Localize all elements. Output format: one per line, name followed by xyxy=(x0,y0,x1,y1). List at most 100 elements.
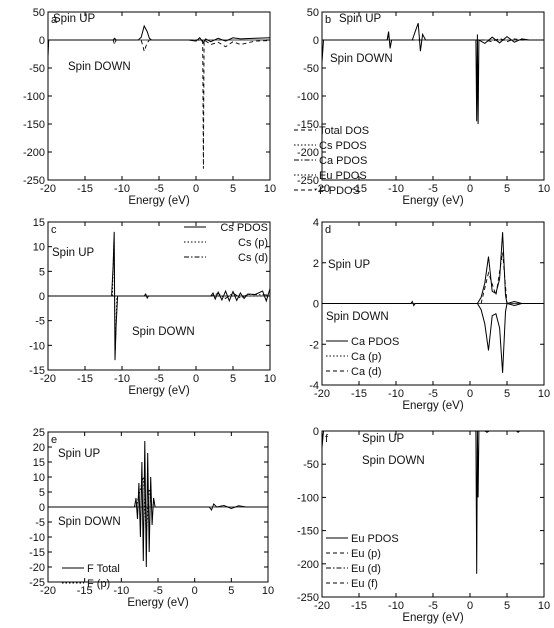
y-tick-label: -50 xyxy=(303,459,319,471)
x-tick-label: -10 xyxy=(113,585,129,597)
legend-label: Eu (f) xyxy=(351,578,378,590)
chart-panel-a: -20 -15 -10 -5 0 5 10-250-200-150-100-50050Ene… xyxy=(23,7,276,207)
x-tick-label: 0 xyxy=(193,183,199,195)
y-tick-label: 0 xyxy=(313,299,319,311)
y-tick-label: 4 xyxy=(313,217,319,229)
spin-down-label: Spin DOWN xyxy=(58,516,121,528)
y-tick-label: 0 xyxy=(313,35,319,47)
y-tick-label: -250 xyxy=(23,175,45,187)
legend-label: F PDOS xyxy=(319,185,360,197)
panel-letter: f xyxy=(325,433,329,445)
y-tick-label: 50 xyxy=(33,7,45,19)
x-tick-label: -5 xyxy=(428,183,438,195)
y-tick-label: -200 xyxy=(23,147,45,159)
spin-down-label: Spin DOWN xyxy=(362,455,425,467)
x-tick-label: 5 xyxy=(504,600,510,612)
x-axis-label: Energy (eV) xyxy=(128,385,190,397)
x-tick-label: -15 xyxy=(351,600,367,612)
y-tick-label: -25 xyxy=(29,577,45,589)
y-tick-label: -4 xyxy=(309,380,319,392)
spin-down-label: Spin DOWN xyxy=(326,311,389,323)
x-axis-label: Energy (eV) xyxy=(128,195,190,207)
x-tick-label: 5 xyxy=(228,585,234,597)
x-tick-label: -10 xyxy=(388,600,404,612)
y-tick-label: -5 xyxy=(35,316,45,328)
legend-label: Eu (d) xyxy=(351,563,381,575)
y-tick-label: -50 xyxy=(29,63,45,75)
x-tick-label: 10 xyxy=(262,585,274,597)
x-tick-label: -20 xyxy=(314,183,330,195)
x-axis-label: Energy (eV) xyxy=(402,400,464,412)
x-tick-label: -20 xyxy=(40,183,56,195)
x-tick-label: -15 xyxy=(351,388,367,400)
x-tick-label: 0 xyxy=(192,585,198,597)
series-line-2 xyxy=(111,241,270,351)
chart-panel-f: -20 -15 -10 -5 0 5 10-250-200-150-100-500Energ… xyxy=(297,426,550,624)
series-line-2 xyxy=(386,34,544,46)
y-tick-label: 25 xyxy=(33,427,45,439)
spin-down-label: Spin DOWN xyxy=(330,53,393,65)
legend-label: F (p) xyxy=(87,578,110,590)
x-tick-label: 0 xyxy=(467,600,473,612)
spin-up-label: Spin UP xyxy=(53,13,96,25)
x-tick-label: -15 xyxy=(77,585,93,597)
y-tick-label: -5 xyxy=(35,517,45,529)
x-axis-label: Energy (eV) xyxy=(402,195,464,207)
series-line-1 xyxy=(322,431,544,574)
y-tick-label: -15 xyxy=(29,365,45,377)
series-line-2 xyxy=(476,302,522,373)
x-tick-label: 5 xyxy=(504,183,510,195)
y-tick-label: 15 xyxy=(33,217,45,229)
y-tick-label: 0 xyxy=(39,35,45,47)
y-tick-label: 5 xyxy=(39,487,45,499)
y-tick-label: 0 xyxy=(313,426,319,438)
x-tick-label: -5 xyxy=(154,373,164,385)
legend-label: Ca (p) xyxy=(351,351,382,363)
y-tick-label: 0 xyxy=(39,291,45,303)
x-tick-label: 0 xyxy=(467,388,473,400)
y-tick-label: -150 xyxy=(297,526,319,538)
series-line-2 xyxy=(112,39,270,169)
y-tick-label: -150 xyxy=(297,119,319,131)
legend-label: Ca PDOS xyxy=(351,336,399,348)
x-tick-label: 5 xyxy=(230,373,236,385)
legend-label: Cs (p) xyxy=(238,237,268,249)
x-tick-label: 10 xyxy=(538,600,550,612)
y-tick-label: 10 xyxy=(33,472,45,484)
legend-label: Cs (d) xyxy=(238,252,268,264)
x-axis-label: Energy (eV) xyxy=(127,597,189,609)
x-tick-label: 10 xyxy=(264,183,276,195)
legend-label: Ca (d) xyxy=(351,366,382,378)
spin-down-label: Spin DOWN xyxy=(68,61,131,73)
series-line-2 xyxy=(135,476,153,538)
spin-up-label: Spin UP xyxy=(339,13,382,25)
series-line-1 xyxy=(48,24,270,57)
x-axis-label: Energy (eV) xyxy=(402,612,464,624)
x-tick-label: -5 xyxy=(153,585,163,597)
x-tick-label: 5 xyxy=(504,388,510,400)
x-tick-label: -20 xyxy=(40,373,56,385)
x-tick-label: -5 xyxy=(428,600,438,612)
y-tick-label: 15 xyxy=(33,457,45,469)
panel-letter: c xyxy=(51,224,57,236)
spin-down-label: Spin DOWN xyxy=(132,326,195,338)
y-tick-label: 2 xyxy=(313,258,319,270)
chart-panel-b: -20 -15 -10 -5 0 5 10-250-200-150-100-50050Ene… xyxy=(294,7,550,207)
x-tick-label: -10 xyxy=(388,388,404,400)
legend-label: F Total xyxy=(87,563,120,575)
legend-label: Eu PDOS xyxy=(319,170,367,182)
y-tick-label: -200 xyxy=(297,559,319,571)
panel-letter: e xyxy=(51,434,57,446)
x-tick-label: -10 xyxy=(114,183,130,195)
y-tick-label: -100 xyxy=(297,492,319,504)
spin-up-label: Spin UP xyxy=(52,247,95,259)
y-tick-label: -50 xyxy=(303,63,319,75)
x-tick-label: -5 xyxy=(428,388,438,400)
y-tick-label: 50 xyxy=(307,7,319,19)
x-tick-label: -10 xyxy=(114,373,130,385)
y-tick-label: -2 xyxy=(309,339,319,351)
y-tick-label: -250 xyxy=(297,592,319,604)
series-line-1 xyxy=(48,440,268,568)
x-tick-label: -15 xyxy=(77,183,93,195)
